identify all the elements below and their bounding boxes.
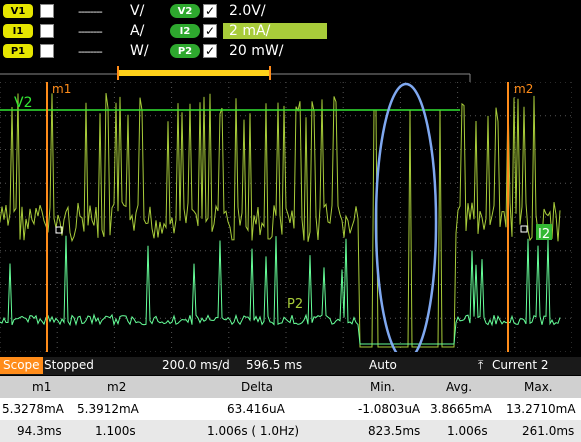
trigger-source[interactable]: Current 2 [492,358,549,372]
header-max: Max. [524,380,553,394]
channel-i1-checkbox[interactable] [40,24,54,38]
header-m1: m1 [32,380,52,394]
i2-trace-tag [536,224,552,240]
table-row: 94.3ms 1.100s 1.006s ( 1.0Hz) 823.5ms 1.… [0,420,581,442]
channel-legend: V1 -------- V/ V2 ✓ 2.0V/ I1 -------- A/… [0,0,330,64]
trigger-mode[interactable]: Auto [369,358,397,372]
channel-p2-badge[interactable]: P2 [170,44,200,58]
max-current-value: 13.2710mA [506,402,576,416]
table-row: 5.3278mA 5.3912mA 63.416uA -1.0803uA 3.8… [0,398,581,420]
i2-trace [0,93,561,348]
marker-measurement-table: m1 m2 Delta Min. Avg. Max. 5.3278mA 5.39… [0,376,581,442]
channel-p2-checkbox[interactable]: ✓ [203,44,217,58]
channel-i1-badge[interactable]: I1 [3,24,33,38]
run-state[interactable]: Stopped [44,358,94,372]
min-time-value: 823.5ms [368,424,421,438]
channel-p1-badge[interactable]: P1 [3,44,33,58]
channel-v2-badge[interactable]: V2 [170,4,200,18]
header-m2: m2 [107,380,127,394]
channel-i2-badge[interactable]: I2 [170,24,200,38]
delta-time-value: 1.006s ( 1.0Hz) [207,424,300,438]
m1-current-value: 5.3278mA [2,402,64,416]
header-avg: Avg. [446,380,473,394]
header-min: Min. [370,380,396,394]
annotation-ellipse [374,82,438,352]
channel-v2-checkbox[interactable]: ✓ [203,4,217,18]
i1-unit: A/ [130,23,145,39]
legend-row-power[interactable]: P1 -------- W/ P2 ✓ 20 mW/ [0,42,289,60]
scope-plot-area[interactable]: m1 m2 V2 I2 P2 [0,82,572,352]
avg-current-value: 3.8665mA [430,402,492,416]
table-header: m1 m2 Delta Min. Avg. Max. [0,376,581,398]
v2-scale[interactable]: 2.0V/ [229,3,266,19]
p1-unit: W/ [130,43,149,59]
scope-mode-button[interactable]: Scope [0,357,43,374]
m1-cursor-marker [55,226,63,234]
i2-scale[interactable]: 2 mA/ [223,23,327,39]
p2-scale[interactable]: 20 mW/ [229,43,284,59]
m2-current-value: 5.3912mA [77,402,139,416]
m1-time-value: 94.3ms [17,424,62,438]
v2-trace-label: V2 [14,95,32,111]
max-time-value: 261.0ms [522,424,575,438]
legend-row-voltage[interactable]: V1 -------- V/ V2 ✓ 2.0V/ [0,2,272,20]
plot-grid [0,82,572,352]
marker-m2-label: m2 [514,82,533,96]
m2-time-value: 1.100s [95,424,136,438]
v1-unit: V/ [130,3,145,19]
trigger-edge-icon: ⤒ [478,358,484,372]
i1-scale-placeholder: -------- [78,24,103,38]
channel-v1-badge[interactable]: V1 [3,4,33,18]
status-bar: Scope Stopped 200.0 ms/d 596.5 ms Auto ⤒… [0,357,581,375]
m2-cursor-marker [520,225,528,233]
timebase-value[interactable]: 200.0 ms/d [162,358,230,372]
delta-current-value: 63.416uA [227,402,285,416]
channel-i2-checkbox[interactable]: ✓ [203,24,217,38]
avg-time-value: 1.006s [447,424,488,438]
header-delta: Delta [241,380,274,394]
channel-p1-checkbox[interactable] [40,44,54,58]
min-current-value: -1.0803uA [358,402,421,416]
v1-scale-placeholder: -------- [78,4,103,18]
time-position-bar[interactable] [0,64,581,84]
p2-trace-label: P2 [287,297,303,312]
legend-row-current[interactable]: I1 -------- A/ I2 ✓ 2 mA/ [0,22,327,40]
marker-m1-label: m1 [52,82,71,96]
time-offset-value[interactable]: 596.5 ms [246,358,303,372]
i2-trace-label: I2 [538,227,550,242]
p1-scale-placeholder: -------- [78,44,103,58]
channel-v1-checkbox[interactable] [40,4,54,18]
p2-trace [0,235,561,345]
